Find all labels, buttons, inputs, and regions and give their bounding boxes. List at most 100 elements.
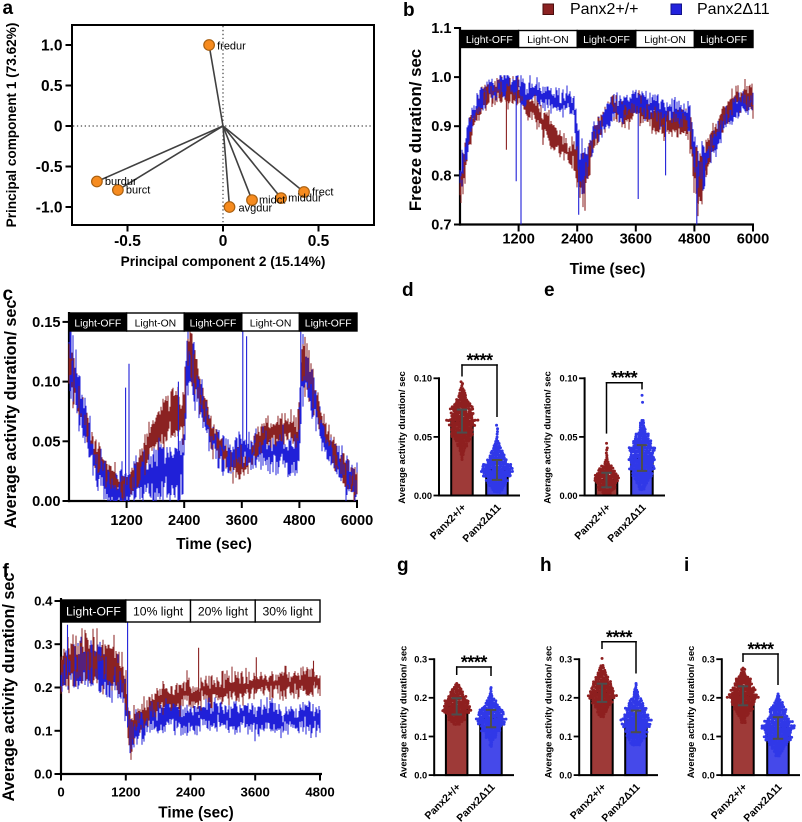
svg-text:Light-OFF: Light-OFF <box>66 605 121 619</box>
svg-text:0.2: 0.2 <box>34 680 52 695</box>
svg-text:0: 0 <box>57 785 64 800</box>
svg-text:Average activity duration/ sec: Average activity duration/ sec <box>543 646 554 779</box>
svg-text:-0.5: -0.5 <box>36 159 63 176</box>
svg-text:Average activity duration/ sec: Average activity duration/ sec <box>685 646 696 779</box>
svg-text:Average activity duration/ sec: Average activity duration/ sec <box>0 573 18 802</box>
svg-text:c: c <box>3 284 14 305</box>
svg-text:Principal component 1 (73.62%): Principal component 1 (73.62%) <box>4 23 19 228</box>
svg-text:h: h <box>540 555 552 576</box>
svg-text:0.7: 0.7 <box>431 218 451 234</box>
svg-text:20% light: 20% light <box>198 605 249 619</box>
svg-text:Panx2+/+: Panx2+/+ <box>570 1 639 18</box>
svg-text:1200: 1200 <box>111 785 140 800</box>
svg-text:Light-OFF: Light-OFF <box>466 35 513 46</box>
svg-text:0.0: 0.0 <box>559 771 572 781</box>
svg-text:0.1: 0.1 <box>702 732 715 742</box>
svg-text:0.8: 0.8 <box>431 168 451 184</box>
svg-text:frect: frect <box>312 187 333 199</box>
svg-text:0.3: 0.3 <box>34 637 52 652</box>
svg-text:Light-OFF: Light-OFF <box>190 318 237 329</box>
svg-text:0.1: 0.1 <box>34 723 52 738</box>
svg-text:0.5: 0.5 <box>41 78 63 95</box>
svg-text:4800: 4800 <box>283 513 315 529</box>
svg-text:0.05: 0.05 <box>559 432 577 442</box>
svg-text:Average activity duration/ sec: Average activity duration/ sec <box>398 646 409 779</box>
svg-text:4800: 4800 <box>305 785 334 800</box>
svg-text:3600: 3600 <box>226 513 258 529</box>
svg-text:midct: midct <box>259 195 285 207</box>
svg-text:1200: 1200 <box>502 232 534 248</box>
svg-text:0.3: 0.3 <box>702 655 715 665</box>
svg-text:Light-ON: Light-ON <box>135 318 177 329</box>
svg-text:0.1: 0.1 <box>559 732 572 742</box>
svg-text:0.00: 0.00 <box>32 494 60 510</box>
svg-text:b: b <box>403 0 415 21</box>
svg-text:Panx2Δ11: Panx2Δ11 <box>697 1 770 18</box>
svg-text:****: **** <box>461 653 488 673</box>
svg-text:0: 0 <box>219 233 228 250</box>
svg-text:middur: middur <box>288 193 322 205</box>
svg-text:1200: 1200 <box>110 513 142 529</box>
svg-text:a: a <box>3 0 14 19</box>
svg-text:0.1: 0.1 <box>414 732 427 742</box>
svg-text:burdur: burdur <box>105 176 137 188</box>
svg-text:****: **** <box>747 640 774 660</box>
svg-text:1.0: 1.0 <box>431 70 451 86</box>
svg-text:6000: 6000 <box>341 513 373 529</box>
svg-text:Light-OFF: Light-OFF <box>305 318 352 329</box>
svg-text:Light-ON: Light-ON <box>250 318 292 329</box>
svg-text:i: i <box>684 555 689 576</box>
svg-text:0.15: 0.15 <box>32 315 60 331</box>
svg-text:Principal component 2 (15.14%): Principal component 2 (15.14%) <box>121 254 326 269</box>
svg-text:d: d <box>402 280 414 301</box>
svg-text:Average activity duration/ sec: Average activity duration/ sec <box>396 371 407 504</box>
svg-text:-1.0: -1.0 <box>36 199 63 216</box>
svg-text:****: **** <box>606 627 633 647</box>
svg-text:Freeze duration/ sec: Freeze duration/ sec <box>406 49 425 211</box>
svg-text:30% light: 30% light <box>263 605 314 619</box>
svg-text:avgdur: avgdur <box>239 203 273 215</box>
svg-text:****: **** <box>466 351 493 371</box>
svg-text:10% light: 10% light <box>133 605 184 619</box>
svg-text:0.9: 0.9 <box>431 119 451 135</box>
svg-text:2400: 2400 <box>561 232 593 248</box>
svg-text:0.05: 0.05 <box>32 434 60 450</box>
svg-text:Time (sec): Time (sec) <box>570 261 646 278</box>
svg-text:0.10: 0.10 <box>32 375 60 391</box>
svg-text:0.5: 0.5 <box>308 233 330 250</box>
svg-text:0.3: 0.3 <box>559 655 572 665</box>
svg-text:1.1: 1.1 <box>431 21 451 37</box>
svg-text:0.2: 0.2 <box>559 693 572 703</box>
svg-text:0.05: 0.05 <box>414 432 432 442</box>
svg-text:Average activity duration/ sec: Average activity duration/ sec <box>542 371 553 504</box>
svg-text:Light-OFF: Light-OFF <box>583 35 630 46</box>
svg-text:3600: 3600 <box>241 785 270 800</box>
svg-text:0.2: 0.2 <box>702 693 715 703</box>
svg-text:6000: 6000 <box>737 232 769 248</box>
svg-text:4800: 4800 <box>678 232 710 248</box>
svg-text:0.0: 0.0 <box>414 771 427 781</box>
svg-text:2400: 2400 <box>176 785 205 800</box>
svg-text:f: f <box>3 561 10 582</box>
svg-text:Average activity duration/ sec: Average activity duration/ sec <box>2 300 20 529</box>
svg-text:1.0: 1.0 <box>41 37 63 54</box>
svg-text:0.2: 0.2 <box>414 693 427 703</box>
svg-text:Time (sec): Time (sec) <box>176 536 252 553</box>
svg-text:0.3: 0.3 <box>414 655 427 665</box>
svg-text:Light-OFF: Light-OFF <box>74 318 121 329</box>
svg-text:fredur: fredur <box>217 41 246 53</box>
svg-text:3600: 3600 <box>620 232 652 248</box>
svg-text:0.0: 0.0 <box>34 767 52 782</box>
svg-text:****: **** <box>611 368 638 388</box>
svg-text:0.10: 0.10 <box>414 374 432 384</box>
svg-text:e: e <box>544 280 555 301</box>
svg-text:g: g <box>397 555 409 576</box>
svg-text:2400: 2400 <box>168 513 200 529</box>
svg-text:Light-ON: Light-ON <box>527 35 569 46</box>
svg-text:0.00: 0.00 <box>559 491 577 501</box>
svg-text:0.4: 0.4 <box>34 594 53 609</box>
svg-text:Light-OFF: Light-OFF <box>700 35 747 46</box>
svg-text:0.0: 0.0 <box>702 771 715 781</box>
svg-text:0: 0 <box>54 118 63 135</box>
svg-text:0.10: 0.10 <box>559 374 577 384</box>
